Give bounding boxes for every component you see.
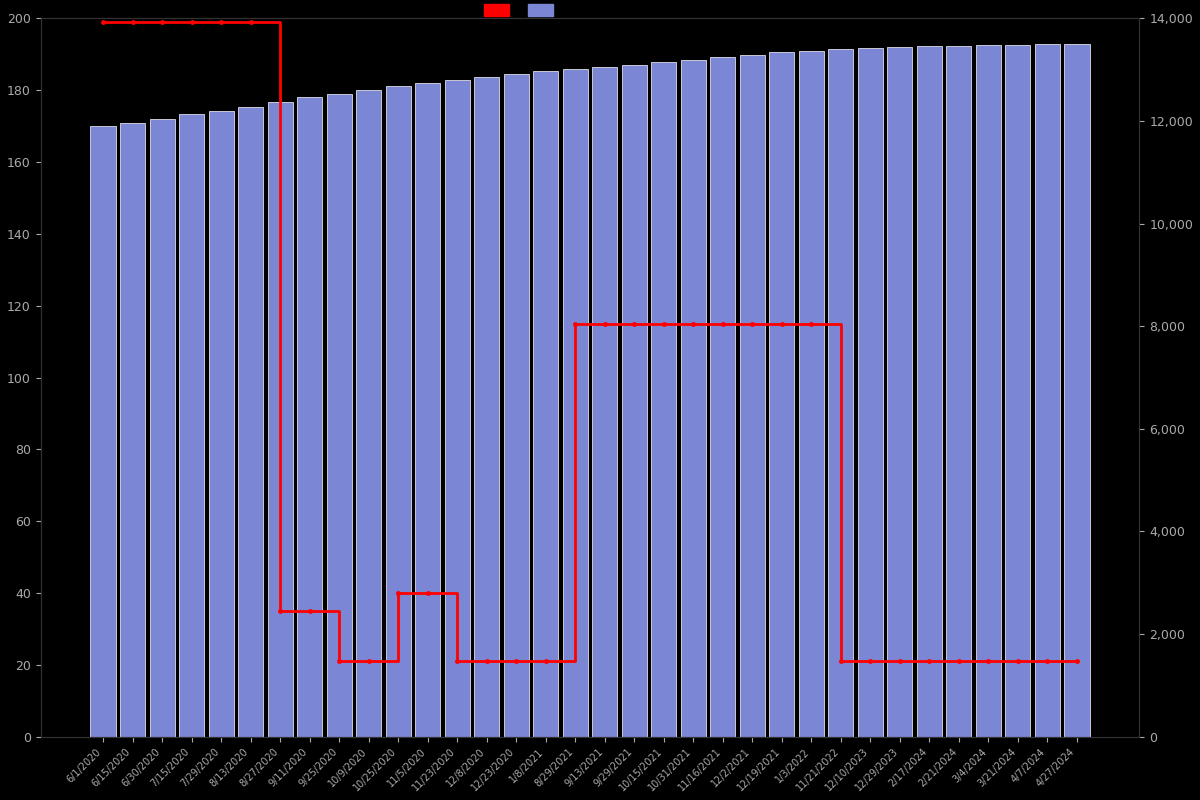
Bar [1006, 45, 1031, 737]
Bar [90, 126, 115, 737]
Bar [652, 62, 677, 737]
Bar [326, 94, 352, 737]
Bar [976, 45, 1001, 737]
Bar [799, 50, 824, 737]
Bar [563, 69, 588, 737]
Legend: , : , [485, 4, 564, 18]
Bar [474, 77, 499, 737]
Bar [415, 83, 440, 737]
Bar [238, 106, 263, 737]
Bar [917, 46, 942, 737]
Bar [445, 80, 469, 737]
Bar [209, 111, 234, 737]
Bar [385, 86, 410, 737]
Bar [858, 48, 883, 737]
Bar [1034, 44, 1060, 737]
Bar [504, 74, 529, 737]
Bar [268, 102, 293, 737]
Bar [887, 47, 912, 737]
Bar [769, 52, 794, 737]
Bar [739, 55, 764, 737]
Bar [298, 98, 322, 737]
Bar [1064, 44, 1090, 737]
Bar [150, 118, 175, 737]
Bar [356, 90, 382, 737]
Bar [593, 66, 617, 737]
Bar [179, 114, 204, 737]
Bar [533, 71, 558, 737]
Bar [947, 46, 972, 737]
Bar [680, 59, 706, 737]
Bar [710, 57, 736, 737]
Bar [828, 50, 853, 737]
Bar [120, 123, 145, 737]
Bar [622, 65, 647, 737]
